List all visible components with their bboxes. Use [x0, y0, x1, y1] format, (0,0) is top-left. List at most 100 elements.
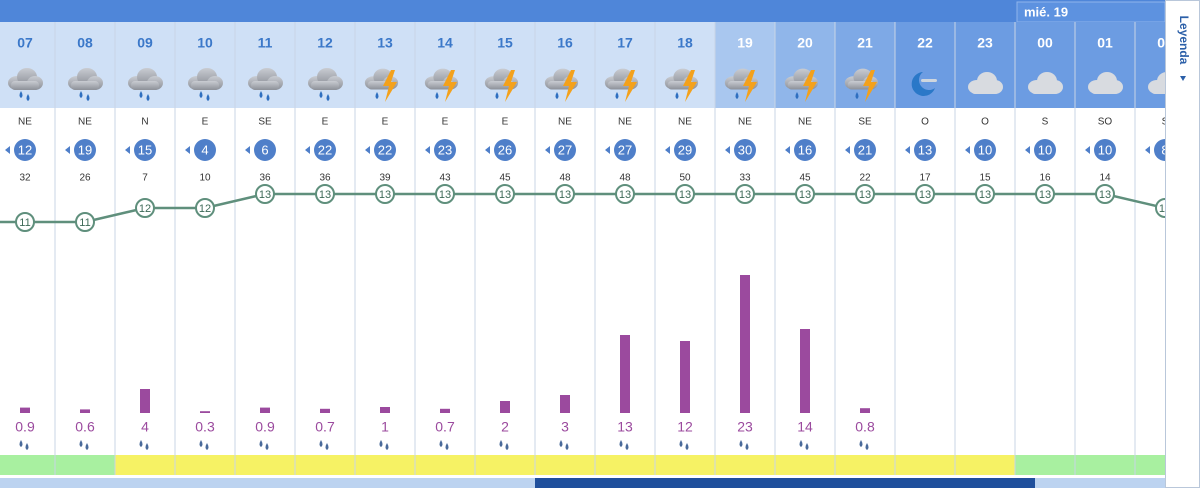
wind-gust: 17: [919, 173, 931, 184]
precipitation-label: 23: [737, 419, 753, 435]
hour-label: 15: [497, 35, 513, 51]
weather-icon: [308, 68, 343, 101]
hour-label: 14: [437, 35, 453, 51]
wind-direction: NE: [558, 117, 572, 128]
weather-strip: [355, 455, 415, 475]
temperature-marker: [315, 184, 335, 204]
wind-speed-marker: [254, 139, 276, 161]
rain-drop: [79, 440, 83, 447]
hour-cell: [55, 22, 115, 108]
cloud-part: [1091, 85, 1119, 94]
rain-symbol: [319, 440, 329, 450]
moon: [911, 72, 935, 96]
hour-label: 18: [677, 35, 693, 51]
weather-icon: [128, 68, 163, 101]
temperature-label: 13: [619, 189, 631, 201]
wind-gust: 45: [499, 173, 511, 184]
wind-speed-marker: [914, 139, 936, 161]
wind-arrow: [845, 146, 850, 154]
precipitation-label: 0.3: [195, 419, 215, 435]
legend-panel[interactable]: [1165, 0, 1200, 488]
rain-symbol: [19, 440, 29, 450]
weather-icon: [1088, 72, 1123, 94]
temperature-marker: [735, 184, 755, 204]
weather-icon: [664, 68, 699, 102]
rain-drop: [435, 92, 439, 99]
bolt: [683, 70, 697, 102]
hour-cell: [235, 22, 295, 108]
hour-label: 09: [137, 35, 153, 51]
rain-symbol: [259, 440, 269, 450]
rain-drop: [619, 440, 623, 447]
temperature-label: 13: [379, 189, 391, 201]
weather-icon: [248, 68, 283, 101]
weather-strip: [895, 455, 955, 475]
bolt: [863, 70, 877, 102]
weather-strip: [775, 455, 835, 475]
rain-drop: [555, 92, 559, 99]
wind-arrow: [905, 146, 910, 154]
wind-gust: 26: [79, 173, 91, 184]
scrollbar-thumb[interactable]: [535, 478, 1035, 488]
rain-drop: [25, 443, 29, 450]
cloud-part: [131, 81, 159, 90]
rain-drop: [85, 443, 89, 450]
wind-arrow: [185, 146, 190, 154]
wind-gust: 33: [739, 173, 751, 184]
wind-direction: O: [981, 117, 989, 128]
wind-speed-marker: [134, 139, 156, 161]
hour-cell: [835, 22, 895, 108]
wind-arrow: [245, 146, 250, 154]
wind-speed: 26: [498, 142, 512, 157]
hour-label: 11: [258, 35, 273, 51]
wind-direction: NE: [798, 117, 812, 128]
wind-direction: SE: [858, 117, 872, 128]
wind-speed-marker: [14, 139, 36, 161]
wind-speed-marker: [734, 139, 756, 161]
temperature-marker: [915, 184, 935, 204]
hour-label: 23: [977, 35, 993, 51]
hour-label: 10: [197, 35, 213, 51]
wind-speed: 29: [678, 142, 692, 157]
temperature-label: 13: [679, 189, 691, 201]
wind-direction: E: [322, 117, 329, 128]
weather-strip: [715, 455, 775, 475]
temperature-marker: [375, 184, 395, 204]
precipitation-label: 3: [561, 419, 569, 435]
hour-cell: [415, 22, 475, 108]
wind-speed: 12: [18, 142, 32, 157]
hour-cell: [475, 22, 535, 108]
rain-symbol: [379, 440, 389, 450]
legend-arrow[interactable]: [1180, 76, 1186, 81]
wind-gust: 48: [619, 173, 631, 184]
rain-drop: [799, 440, 803, 447]
rain-drop: [145, 443, 149, 450]
rain-drop: [259, 440, 263, 447]
hour-label: 07: [17, 35, 33, 51]
temperature-label: 12: [139, 203, 151, 215]
rain-symbol: [799, 440, 809, 450]
wind-speed-marker: [554, 139, 576, 161]
wind-speed: 4: [201, 142, 208, 157]
wind-speed-marker: [74, 139, 96, 161]
wind-direction: SO: [1098, 117, 1113, 128]
hour-label: 20: [797, 35, 813, 51]
rain-drop: [795, 92, 799, 99]
wind-direction: E: [502, 117, 509, 128]
rain-symbol: [139, 440, 149, 450]
weather-icon: [544, 68, 579, 102]
wind-speed-marker: [854, 139, 876, 161]
precipitation-label: 13: [617, 419, 633, 435]
legend-label[interactable]: Leyenda: [1177, 16, 1191, 65]
rain-drop: [199, 91, 203, 98]
wind-speed-marker: [674, 139, 696, 161]
temperature-marker: [675, 184, 695, 204]
wind-gust: 45: [799, 173, 811, 184]
temperature-marker: [15, 212, 35, 232]
wind-speed-marker: [1034, 139, 1056, 161]
precipitation-label: 1: [381, 419, 389, 435]
temperature-label: 12: [1159, 203, 1171, 215]
bolt: [743, 70, 757, 102]
precipitation-bar: [800, 329, 810, 413]
